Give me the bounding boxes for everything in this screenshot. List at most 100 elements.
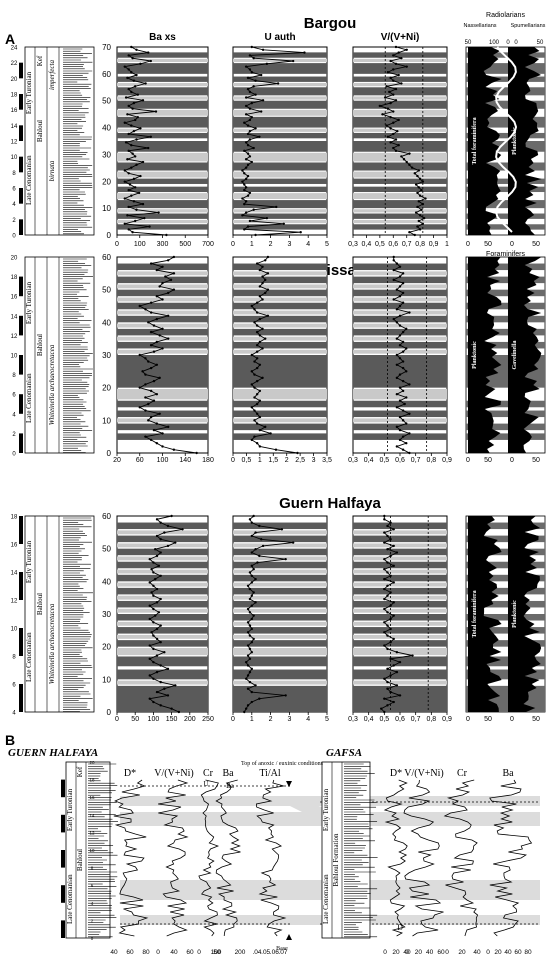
- data-point: [392, 528, 395, 531]
- data-point: [148, 557, 151, 561]
- light-band: [233, 336, 327, 341]
- anoxic-band: [117, 132, 208, 139]
- light-band: [233, 109, 327, 116]
- data-point: [386, 107, 390, 110]
- anoxic-band: [117, 289, 208, 297]
- x-tick-label: 0: [156, 949, 160, 956]
- data-point: [266, 272, 270, 275]
- x-tick-label: 50: [131, 716, 139, 723]
- data-point: [386, 548, 389, 551]
- series-line: [198, 779, 220, 937]
- data-point: [389, 657, 392, 661]
- data-point: [246, 687, 250, 690]
- data-point: [166, 544, 170, 548]
- data-point: [127, 149, 130, 153]
- data-point: [401, 281, 405, 285]
- micro-top-tick: 50: [537, 40, 544, 46]
- data-point: [400, 82, 403, 85]
- microfossil-panel: Total foraminifera Planktonic 0 50 0 50 Radiol…: [463, 12, 545, 258]
- anoxic-band: [353, 276, 447, 284]
- data-point: [243, 228, 246, 231]
- micro-bottom-label: Foraminifers: [486, 251, 525, 258]
- data-point: [255, 366, 259, 370]
- strat-tick-label: 12: [11, 334, 18, 340]
- data-point: [152, 677, 155, 680]
- data-point: [149, 344, 153, 347]
- x-tick-label: 1: [250, 716, 254, 723]
- data-point: [155, 654, 159, 657]
- data-point: [386, 704, 389, 707]
- light-band: [353, 556, 447, 561]
- series-header: Ba: [502, 768, 514, 779]
- micro-tick-label: 50: [484, 241, 492, 248]
- data-point: [258, 445, 262, 448]
- data-point: [127, 54, 130, 57]
- data-point: [244, 177, 248, 181]
- data-point: [155, 627, 159, 631]
- light-band: [117, 219, 208, 224]
- data-point: [392, 146, 395, 150]
- data-point: [418, 228, 422, 231]
- x-tick-label: 500: [179, 241, 191, 248]
- data-point: [141, 160, 145, 164]
- x-tick-label: 3: [312, 457, 316, 464]
- anoxic-band: [353, 685, 447, 712]
- data-point: [250, 690, 253, 694]
- data-point: [401, 409, 405, 412]
- chrono-bar: [19, 684, 23, 712]
- data-point: [397, 144, 400, 147]
- data-point: [253, 435, 256, 438]
- data-point: [241, 197, 244, 200]
- zone-label: birnata: [48, 160, 56, 181]
- data-point: [161, 347, 164, 350]
- anoxic-band: [353, 63, 447, 74]
- data-point: [250, 370, 253, 373]
- data-point: [131, 57, 134, 60]
- anoxic-band: [466, 548, 545, 556]
- data-point: [254, 684, 257, 687]
- anoxic-band: [466, 574, 545, 582]
- x-tick-label: 100: [148, 716, 160, 723]
- series-line: [113, 779, 149, 937]
- data-point: [136, 115, 139, 119]
- strat-tick-label: 6: [12, 393, 16, 399]
- data-point: [401, 330, 405, 334]
- data-point: [386, 534, 389, 538]
- data-point: [243, 121, 246, 124]
- data-point: [248, 118, 252, 122]
- x-tick-label: 2: [285, 457, 289, 464]
- light-band: [117, 193, 208, 200]
- data-point: [166, 259, 170, 262]
- series-line: [443, 779, 479, 937]
- data-point: [392, 68, 395, 71]
- stage-label: Late Cenomanian: [25, 632, 33, 682]
- light-band: [117, 336, 208, 341]
- strat-column: 0 2 4 6 8 10 12 14 16 18 20 Late Cenomanian Early Tu…: [11, 256, 95, 458]
- anoxic-band: [353, 200, 447, 209]
- chrono-bar: [19, 394, 23, 414]
- y-tick-label: 40: [102, 577, 111, 586]
- data-point: [252, 567, 255, 571]
- light-band: [353, 543, 447, 548]
- light-band: [353, 680, 447, 685]
- light-band: [233, 621, 327, 626]
- data-point: [398, 324, 402, 327]
- x-tick-label: 60: [437, 949, 445, 956]
- data-point: [408, 451, 411, 455]
- data-point: [389, 115, 392, 119]
- anoxic-band: [466, 63, 545, 74]
- anoxic-band: [353, 627, 447, 634]
- anoxic-band: [117, 669, 208, 680]
- anoxic-band: [466, 669, 545, 680]
- anoxic-band: [117, 87, 208, 96]
- series-header: Ti/Al: [259, 768, 281, 779]
- data-point: [389, 627, 392, 631]
- data-point: [172, 288, 176, 291]
- data-point: [130, 45, 133, 49]
- micro-tick-label: 0: [510, 457, 514, 464]
- micro-tick-label: 0: [510, 716, 514, 723]
- data-point: [386, 584, 389, 587]
- data-point: [405, 327, 408, 331]
- data-point: [147, 321, 150, 324]
- data-point: [395, 363, 399, 366]
